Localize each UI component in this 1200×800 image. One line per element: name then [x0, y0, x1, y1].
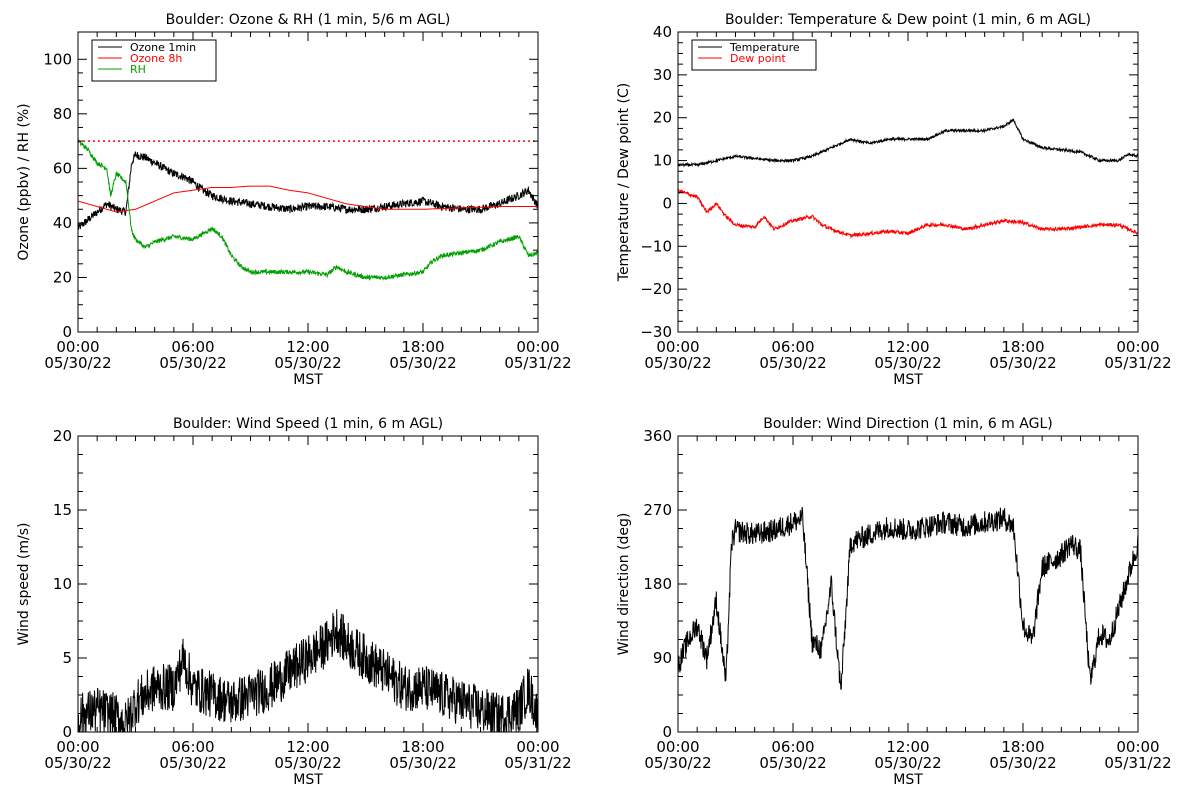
x-tick-date: 05/30/22 — [759, 354, 826, 372]
chart-panel-3: Boulder: Wind Speed (1 min, 6 m AGL) 0 5 10… — [16, 416, 572, 788]
y-tick-label: 360 — [643, 427, 672, 445]
x-tick-time: 00:00 — [656, 738, 699, 756]
x-tick-time: 12:00 — [886, 738, 929, 756]
x-tick-time: 00:00 — [56, 738, 99, 756]
x-axis-label: MST — [293, 772, 323, 788]
y-tick-label: 0 — [662, 723, 672, 741]
x-tick-date: 05/30/22 — [759, 754, 826, 772]
x-tick-time: 00:00 — [1116, 338, 1159, 356]
y-tick-label: 10 — [53, 575, 72, 593]
y-tick-label: 80 — [53, 105, 72, 123]
chart-title: Boulder: Wind Speed (1 min, 6 m AGL) — [173, 416, 443, 432]
legend-label: Temperature — [729, 41, 800, 54]
x-tick-date: 05/31/22 — [504, 354, 571, 372]
x-tick-date: 05/30/22 — [989, 354, 1056, 372]
x-tick-time: 06:00 — [771, 738, 814, 756]
x-tick-time: 18:00 — [401, 338, 444, 356]
x-tick-date: 05/31/22 — [1104, 354, 1171, 372]
series-line-2 — [78, 185, 538, 213]
x-tick-time: 18:00 — [1001, 338, 1044, 356]
legend-label: Dew point — [730, 52, 786, 65]
y-tick-label: 0 — [62, 323, 72, 341]
y-tick-label: −20 — [640, 280, 672, 298]
x-tick-time: 00:00 — [56, 338, 99, 356]
x-tick-date: 05/30/22 — [644, 354, 711, 372]
y-tick-label: 60 — [53, 159, 72, 177]
y-tick-label: 100 — [43, 50, 72, 68]
series-line-1 — [678, 507, 1138, 690]
y-axis-label: Ozone (ppbv) / RH (%) — [16, 103, 32, 260]
chart-panel-2: Boulder: Temperature & Dew point (1 min,… — [616, 12, 1172, 388]
y-axis-label: Temperature / Dew point (C) — [616, 83, 632, 282]
series-line-1 — [78, 609, 538, 732]
chart-panel-4: Boulder: Wind Direction (1 min, 6 m AGL)… — [616, 416, 1172, 788]
y-axis-label: Wind speed (m/s) — [16, 523, 32, 646]
x-tick-time: 12:00 — [286, 338, 329, 356]
x-tick-time: 00:00 — [516, 338, 559, 356]
x-tick-time: 18:00 — [1001, 738, 1044, 756]
x-tick-date: 05/30/22 — [989, 754, 1056, 772]
x-tick-time: 18:00 — [401, 738, 444, 756]
x-tick-time: 00:00 — [516, 738, 559, 756]
chart-panel-1: Boulder: Ozone & RH (1 min, 5/6 m AGL) 0 2… — [16, 12, 572, 388]
chart-title: Boulder: Temperature & Dew point (1 min,… — [725, 12, 1091, 28]
x-tick-time: 06:00 — [771, 338, 814, 356]
legend-label: Ozone 1min — [130, 41, 196, 54]
y-tick-label: −30 — [640, 323, 672, 341]
x-tick-date: 05/30/22 — [44, 354, 111, 372]
y-tick-label: 40 — [653, 23, 672, 41]
y-tick-label: 5 — [62, 649, 72, 667]
x-tick-date: 05/30/22 — [389, 754, 456, 772]
y-tick-label: 30 — [653, 66, 672, 84]
legend-box — [691, 39, 817, 71]
x-tick-date: 05/30/22 — [874, 754, 941, 772]
x-tick-time: 00:00 — [656, 338, 699, 356]
y-tick-label: 90 — [653, 649, 672, 667]
x-tick-date: 05/30/22 — [874, 354, 941, 372]
y-axis-label: Wind direction (deg) — [616, 513, 632, 656]
y-tick-label: 10 — [653, 152, 672, 170]
y-tick-label: 20 — [53, 427, 72, 445]
y-tick-label: 0 — [662, 194, 672, 212]
x-tick-date: 05/30/22 — [389, 354, 456, 372]
x-axis-label: MST — [293, 372, 323, 388]
y-tick-label: 270 — [643, 501, 672, 519]
x-tick-date: 05/30/22 — [274, 354, 341, 372]
x-tick-date: 05/30/22 — [44, 754, 111, 772]
x-tick-time: 12:00 — [286, 738, 329, 756]
x-tick-time: 00:00 — [1116, 738, 1159, 756]
x-tick-date: 05/30/22 — [274, 754, 341, 772]
chart-title: Boulder: Wind Direction (1 min, 6 m AGL) — [763, 416, 1052, 432]
y-tick-label: 15 — [53, 501, 72, 519]
y-tick-label: 20 — [53, 268, 72, 286]
legend-label: Ozone 8h — [130, 52, 182, 65]
x-tick-date: 05/31/22 — [1104, 754, 1171, 772]
series-line-2 — [678, 187, 1138, 239]
y-tick-label: 20 — [653, 109, 672, 127]
x-tick-date: 05/30/22 — [159, 354, 226, 372]
y-tick-label: 40 — [53, 214, 72, 232]
plot-frame — [677, 31, 1139, 333]
chart-title: Boulder: Ozone & RH (1 min, 5/6 m AGL) — [166, 12, 451, 28]
x-axis-label: MST — [893, 372, 923, 388]
x-tick-time: 06:00 — [171, 738, 214, 756]
legend-label: RH — [130, 63, 146, 76]
x-tick-time: 06:00 — [171, 338, 214, 356]
x-axis-label: MST — [893, 772, 923, 788]
series-line-3 — [78, 139, 538, 281]
series-line-1 — [678, 118, 1138, 168]
x-tick-date: 05/30/22 — [159, 754, 226, 772]
series-line-1 — [78, 150, 538, 230]
y-tick-label: 180 — [643, 575, 672, 593]
x-tick-date: 05/31/22 — [504, 754, 571, 772]
x-tick-time: 12:00 — [886, 338, 929, 356]
y-tick-label: −10 — [640, 237, 672, 255]
plot-frame — [677, 435, 1139, 733]
x-tick-date: 05/30/22 — [644, 754, 711, 772]
y-tick-label: 0 — [62, 723, 72, 741]
